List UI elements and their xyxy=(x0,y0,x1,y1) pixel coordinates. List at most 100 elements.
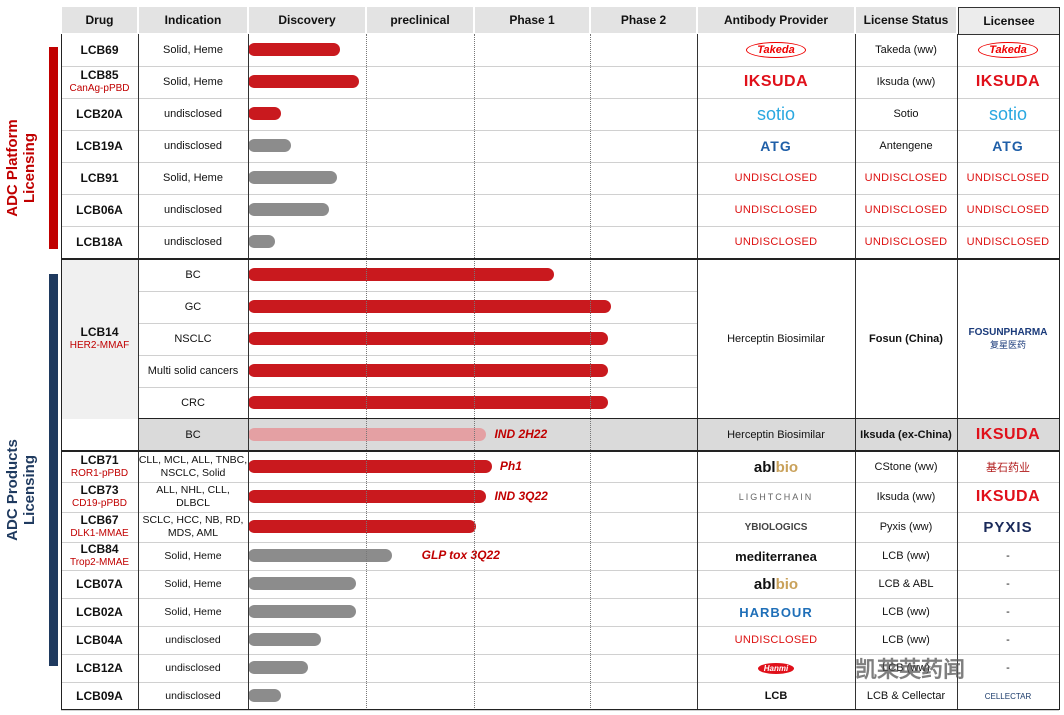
progress-note: IND 3Q22 xyxy=(494,489,548,503)
fosun-logo: FOSUNPHARMA 复星医药 xyxy=(957,259,1059,419)
provider-logo: sotio xyxy=(697,98,855,130)
indication-cell: undisclosed xyxy=(163,204,223,216)
status-cell: Sotio xyxy=(893,108,919,120)
drug-cell: LCB06A xyxy=(61,194,138,226)
undisclosed-text: UNDISCLOSED xyxy=(966,172,1050,184)
provider-cell: Herceptin Biosimilar xyxy=(727,429,825,441)
mediterranea-logo-text: mediterranea xyxy=(735,548,817,564)
drug-name: LCB14 xyxy=(80,325,119,339)
progress-bar xyxy=(248,75,360,88)
licensee-logo: 基石药业 xyxy=(957,452,1059,482)
licensee-logo: - xyxy=(957,570,1059,598)
sotio-logo-text: sotio xyxy=(988,103,1028,124)
cstone-logo-text: 基石药业 xyxy=(986,462,1030,474)
dash-text: - xyxy=(1006,662,1010,674)
harbour-logo-text: HARBOUR xyxy=(739,604,813,620)
platform-section-label: ADC Platform Licensing xyxy=(4,119,38,217)
dash-text: - xyxy=(1006,634,1010,646)
row-divider xyxy=(61,66,1059,67)
table-left-border xyxy=(61,34,62,710)
indication-cell: CRC xyxy=(181,397,205,409)
undisclosed-text: UNDISCLOSED xyxy=(966,236,1050,248)
indication-cell: BC xyxy=(185,429,201,441)
drug-name: LCB85 xyxy=(80,68,119,82)
drug-name: LCB09A xyxy=(76,688,123,703)
section-divider xyxy=(61,258,1059,260)
provider-logo: LCB xyxy=(697,682,855,710)
products-sidebar xyxy=(49,274,58,666)
provider-logo: UNDISCLOSED xyxy=(697,226,855,258)
provider-logo: ablbio xyxy=(697,570,855,598)
status-cell: LCB & ABL xyxy=(878,578,934,590)
indication-cell: Solid, Heme xyxy=(164,549,222,562)
provider-logo: UNDISCLOSED xyxy=(697,626,855,654)
row-divider xyxy=(138,323,697,324)
status-cell: UNDISCLOSED xyxy=(864,236,948,248)
drug-cell: LCB69 xyxy=(61,34,138,66)
column-divider xyxy=(248,34,249,710)
status-cell: Fosun (China) xyxy=(869,333,943,345)
indication-cell: Solid, Heme xyxy=(164,577,222,590)
column-divider xyxy=(855,34,856,710)
drug-name: LCB73 xyxy=(80,483,119,497)
drug-cell: LCB91 xyxy=(61,162,138,194)
drug-name: LCB18A xyxy=(76,234,123,249)
drug-name: LCB67 xyxy=(80,513,119,527)
progress-note: Ph1 xyxy=(499,459,522,473)
provider-logo: Hanmi xyxy=(697,654,855,682)
indication-cell: Solid, Heme xyxy=(163,44,223,56)
indication-cell: SCLC, HCC, NB, RD, MDS, AML xyxy=(142,514,244,539)
progress-note: IND 2H22 xyxy=(494,427,548,441)
drug-name: LCB12A xyxy=(76,660,123,675)
fosun-logo-text: FOSUNPHARMA xyxy=(968,327,1048,338)
indication-cell: undisclosed xyxy=(163,236,223,248)
drug-name: LCB91 xyxy=(80,170,119,185)
column-header: Licensee xyxy=(958,7,1060,35)
dash-text: - xyxy=(1006,578,1010,590)
row-divider xyxy=(138,291,697,292)
undisclosed-text: UNDISCLOSED xyxy=(734,236,818,248)
status-cell: UNDISCLOSED xyxy=(864,172,948,184)
indication-cell: GC xyxy=(184,301,202,313)
row-divider xyxy=(61,710,1059,711)
drug-name: LCB71 xyxy=(80,453,119,467)
section-divider xyxy=(61,450,1059,452)
sotio-logo-text: sotio xyxy=(756,103,796,124)
row-divider xyxy=(61,512,1059,513)
drug-payload: CD19-pPBD xyxy=(71,498,128,509)
drug-name: LCB20A xyxy=(76,106,123,121)
row-divider xyxy=(61,162,1059,163)
column-header: Indication xyxy=(139,7,247,33)
drug-payload: CanAg-pPBD xyxy=(69,83,130,94)
licensee-logo: PYXIS xyxy=(957,512,1059,542)
phase-divider xyxy=(366,34,367,710)
status-cell: Pyxis (ww) xyxy=(879,521,933,533)
licensee-logo: IKSUDA xyxy=(957,66,1059,98)
indication-cell: undisclosed xyxy=(165,689,221,702)
row-divider xyxy=(61,482,1059,483)
status-cell: Antengene xyxy=(879,140,933,152)
licensee-logo: - xyxy=(957,654,1059,682)
progress-bar xyxy=(248,661,308,674)
drug-cell: LCB12A xyxy=(61,654,138,682)
progress-bar xyxy=(248,139,292,152)
drug-cell: LCB04A xyxy=(61,626,138,654)
licensee-logo: IKSUDA xyxy=(957,482,1059,512)
drug-cell: LCB71 ROR1-pPBD xyxy=(61,452,138,482)
fosun-logo-cn: 复星医药 xyxy=(989,340,1026,350)
indication-cell: undisclosed xyxy=(163,140,223,152)
provider-logo: UNDISCLOSED xyxy=(697,162,855,194)
progress-bar xyxy=(248,300,612,313)
platform-sidebar xyxy=(49,47,58,249)
drug-cell: LCB19A xyxy=(61,130,138,162)
licensee-logo: - xyxy=(957,598,1059,626)
dash-text: - xyxy=(1006,606,1010,618)
ablbio-logo-text: ablbio xyxy=(753,575,799,593)
column-header: Discovery xyxy=(249,7,365,33)
status-cell: LCB (ww) xyxy=(882,662,930,674)
column-header: Phase 2 xyxy=(591,7,696,33)
indication-cell: Multi solid cancers xyxy=(147,365,239,377)
drug-payload: Trop2-MMAE xyxy=(69,557,130,568)
provider-logo: ablbio xyxy=(697,452,855,482)
progress-bar xyxy=(248,203,330,216)
